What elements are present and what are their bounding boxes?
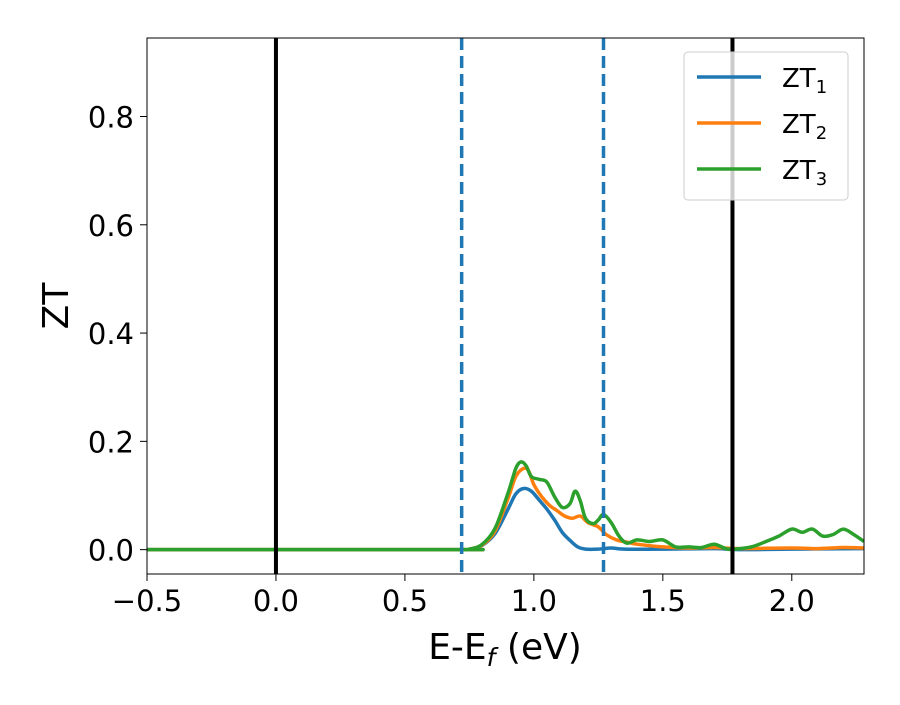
reference-lines [273, 38, 735, 574]
x-tick-label: 1.5 [640, 584, 686, 618]
legend-label-zt1: ZT1 [782, 64, 827, 98]
x-tick-label: −0.5 [112, 584, 182, 618]
series-curves [147, 460, 864, 552]
x-tick-label: 1.0 [511, 584, 557, 618]
x-axis-title-unit: (eV) [495, 627, 581, 668]
y-tick-label: 0.8 [88, 101, 134, 135]
legend-label-zt2: ZT2 [782, 110, 827, 144]
y-tick-label: 0.6 [88, 209, 134, 243]
x-axis-ticks: −0.5 0.0 0.5 1.0 1.5 2.0 [112, 574, 815, 618]
y-axis-ticks: 0.0 0.2 0.4 0.6 0.8 [88, 101, 147, 568]
series-line-zt2 [147, 466, 864, 552]
y-tick-label: 0.2 [88, 425, 134, 459]
x-tick-label: 2.0 [769, 584, 815, 618]
x-axis-title: E-Ef (eV) [428, 627, 582, 672]
plot-frame [146, 37, 865, 575]
y-axis-title: ZT [36, 282, 77, 330]
series-line-zt3 [147, 460, 864, 552]
x-tick-label: 0.0 [253, 584, 299, 618]
legend-label-zt3: ZT3 [782, 156, 827, 190]
x-axis-title-main: E-E [428, 627, 486, 668]
y-tick-label: 0.4 [88, 317, 134, 351]
legend-box [683, 51, 849, 201]
x-tick-label: 0.5 [382, 584, 428, 618]
legend: ZT1 ZT2 ZT3 [683, 51, 849, 201]
y-tick-label: 0.0 [88, 534, 134, 568]
